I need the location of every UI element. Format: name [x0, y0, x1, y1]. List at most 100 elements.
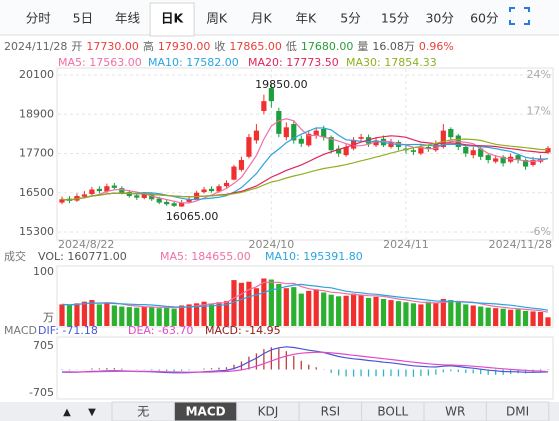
volume-bar [126, 307, 132, 326]
volume-bar [522, 310, 529, 326]
indicator-tab[interactable]: DMI [506, 405, 529, 419]
candle-body [283, 127, 289, 138]
candle-body [343, 146, 349, 156]
candle-body [276, 110, 282, 134]
period-tab[interactable]: 年线 [115, 11, 141, 26]
period-tab[interactable]: 5日 [73, 11, 93, 26]
candle-body [216, 186, 222, 192]
indicator-tab[interactable]: RSI [321, 405, 341, 419]
period-tab[interactable]: 5分 [340, 11, 360, 26]
candle-body [440, 130, 446, 147]
scroll-up[interactable]: ▲ [63, 407, 71, 418]
volume-bar [66, 305, 73, 326]
volume-bar [201, 301, 207, 326]
candle-body [208, 188, 215, 192]
y-tick-label: 17700 [19, 147, 54, 160]
candle-body [179, 202, 185, 207]
volume-bar [478, 306, 484, 326]
ma-label: MA10: 17582.00 [148, 56, 239, 69]
indicator-tab-bg [485, 401, 550, 421]
candle-body [238, 160, 245, 170]
ma-label: MA20: 17773.50 [248, 56, 339, 69]
volume-bar [537, 311, 544, 326]
indicator-tab[interactable]: BOLL [377, 405, 408, 419]
macd-line [61, 346, 549, 374]
volume-bar [156, 308, 162, 326]
period-tab[interactable]: 30分 [425, 11, 453, 26]
volume-bar [208, 304, 215, 326]
candle-body [96, 188, 102, 192]
volume-bar [530, 311, 536, 326]
period-tab[interactable]: 15分 [381, 11, 409, 26]
volume-bar [186, 304, 192, 326]
macd-indicator: DIF: -71.18 [38, 324, 98, 337]
period-tab[interactable]: 年K [296, 11, 318, 26]
candle-body [522, 160, 529, 167]
volume-bar [149, 307, 155, 326]
y2-tick-label: -6% [530, 225, 551, 238]
quote-value: 17930.00 [158, 40, 211, 53]
volume-bar [373, 296, 379, 326]
volume-bar [425, 301, 431, 326]
candle-body [306, 133, 312, 146]
indicator-tab[interactable]: KDJ [258, 405, 279, 419]
volume-bar [328, 294, 334, 326]
volume-indicator: VOL: 160771.00 [38, 250, 127, 263]
ma-line [61, 138, 549, 201]
period-tab[interactable]: 月K [251, 11, 273, 26]
candle-body [164, 201, 170, 205]
volume-bar [171, 308, 177, 326]
volume-bar [313, 289, 319, 326]
x-tick-label: 2024/10 [249, 238, 295, 251]
candle-body [328, 137, 334, 151]
volume-bar [440, 299, 446, 326]
quote-change: 0.96% [419, 40, 454, 53]
volume-bar [395, 301, 402, 326]
candle-body [433, 143, 439, 151]
panel-title: 成交 [4, 249, 26, 263]
candle-body [261, 101, 267, 111]
ma-line [61, 118, 549, 204]
quote-value: 17865.00 [229, 40, 282, 53]
volume-bar [380, 299, 387, 326]
volume-bar [89, 300, 95, 326]
period-tab[interactable]: 分时 [26, 11, 52, 26]
period-tab[interactable]: 周K [206, 11, 228, 26]
indicator-tab[interactable]: MACD [186, 405, 226, 419]
volume-indicator: MA5: 184655.00 [160, 250, 251, 263]
volume-bar [321, 292, 327, 326]
candle-body [223, 182, 230, 187]
quote-label: 高 [143, 39, 154, 53]
volume-bar [298, 293, 304, 326]
candle-body [201, 189, 207, 193]
unit-label: 万 [43, 311, 54, 324]
candle-body [313, 130, 319, 136]
candle-body [478, 148, 484, 157]
volume-bar [179, 305, 185, 326]
ma-line [61, 127, 549, 201]
candle-body [545, 148, 551, 153]
period-tab[interactable]: 日K [161, 11, 185, 26]
indicator-tab[interactable]: WR [445, 405, 465, 419]
volume-bar [500, 308, 506, 326]
indicator-tab[interactable]: 无 [137, 405, 149, 419]
candle-body [126, 192, 132, 197]
candle-body [253, 130, 259, 141]
volume-bar [463, 304, 469, 326]
candle-body [321, 128, 327, 138]
x-tick-label: 2024/11 [383, 238, 429, 251]
candle-body [470, 150, 476, 156]
volume-bar [268, 279, 274, 326]
x-tick-label: 2024/8/22 [58, 238, 114, 251]
volume-bar [134, 307, 140, 326]
volume-bar [283, 288, 289, 326]
scroll-down[interactable]: ▼ [88, 407, 96, 418]
volume-indicator: MA10: 195391.80 [265, 250, 363, 263]
period-tab[interactable]: 60分 [470, 11, 498, 26]
fullscreen-icon[interactable] [509, 7, 530, 25]
volume-bar [253, 288, 259, 326]
low-annotation: 16065.00 [166, 210, 219, 223]
volume-bar [455, 302, 461, 326]
volume-bar [306, 290, 312, 326]
